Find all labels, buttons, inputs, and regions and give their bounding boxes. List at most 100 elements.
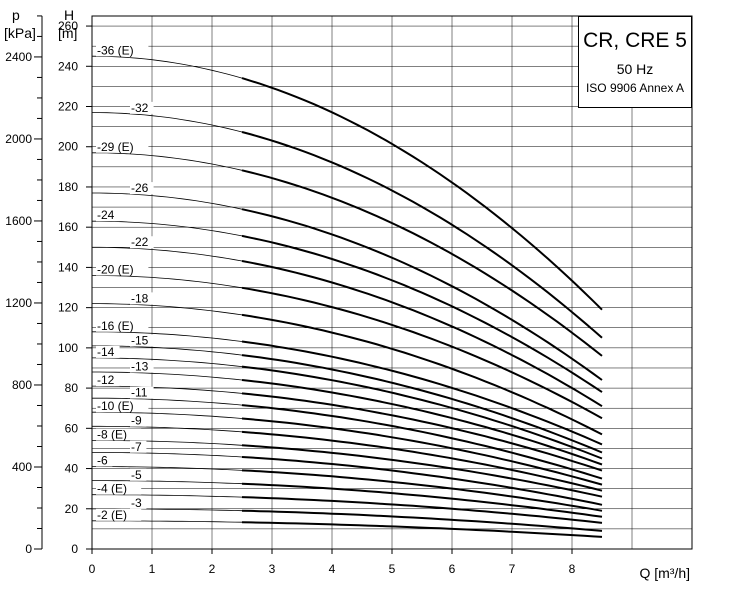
pressure-tick-label: 2000 xyxy=(5,132,32,146)
pump-curve-thin xyxy=(92,192,243,210)
flow-tick-label: 1 xyxy=(149,562,156,576)
curve-label: -15 xyxy=(131,333,149,347)
curve-label-background xyxy=(96,508,142,521)
head-tick-label: 140 xyxy=(58,260,78,274)
pump-curve-thick xyxy=(241,392,603,472)
curve-label: -24 xyxy=(97,208,115,222)
curve-label-background xyxy=(130,236,154,249)
pump-curve-thin xyxy=(92,331,243,342)
head-tick-label: 100 xyxy=(58,341,78,355)
pump-curve-thin xyxy=(92,385,243,394)
curve-label: -7 xyxy=(131,440,142,454)
pump-curve-thin xyxy=(92,439,243,446)
curve-label-background xyxy=(130,414,147,427)
curve-label-background xyxy=(130,440,147,453)
flow-tick-label: 3 xyxy=(269,562,276,576)
curve-label: -4 (E) xyxy=(97,482,127,496)
pump-curve-thin xyxy=(92,275,243,289)
pump-curve-thick xyxy=(241,509,603,532)
pressure-tick-label: 400 xyxy=(12,460,32,474)
flow-tick-label: 6 xyxy=(449,562,456,576)
curve-label-background xyxy=(96,482,142,495)
head-axis-ticks: 0 20 40 60 80 100 120 140 160 180 200 220 240 260 xyxy=(58,19,92,556)
frequency-label: 50 Hz xyxy=(616,61,654,77)
curve-label: -18 xyxy=(131,291,149,305)
pressure-axis-unit: [kPa] xyxy=(4,25,36,41)
head-tick-label: 40 xyxy=(65,462,79,476)
pump-curve-thick xyxy=(241,208,603,381)
curve-label-background xyxy=(130,360,154,373)
curve-label-background xyxy=(130,386,154,399)
pump-curve-thin xyxy=(92,466,243,471)
head-tick-label: 220 xyxy=(58,100,78,114)
head-tick-label: 60 xyxy=(65,421,79,435)
head-axis-title: H xyxy=(64,7,74,23)
standard-label: ISO 9906 Annex A xyxy=(585,81,685,95)
curve-label-background xyxy=(96,374,120,387)
curve-label: -3 xyxy=(131,496,142,510)
head-tick-label: 20 xyxy=(65,502,79,516)
head-tick-label: 260 xyxy=(58,19,78,33)
curve-label: -12 xyxy=(97,373,115,387)
curve-label-background xyxy=(130,182,154,195)
pump-curve-thin xyxy=(92,371,243,381)
curve-label: -13 xyxy=(131,360,149,374)
curve-label-background xyxy=(96,400,149,413)
curve-label-background xyxy=(96,428,142,441)
curve-label: -8 (E) xyxy=(97,427,127,441)
pump-curve-thick xyxy=(241,521,603,538)
pump-curve-thin xyxy=(92,520,243,523)
curve-label-background xyxy=(130,101,154,114)
curve-label-background xyxy=(130,468,147,481)
curve-label: -16 (E) xyxy=(97,319,134,333)
pump-curve-thick xyxy=(241,482,603,518)
curve-label-background xyxy=(130,496,147,509)
curve-label: -5 xyxy=(131,468,142,482)
curve-label: -22 xyxy=(131,235,149,249)
chart-info-box: CR, CRE 5 50 Hz ISO 9906 Annex A xyxy=(578,16,692,108)
flow-tick-label: 8 xyxy=(569,562,576,576)
flow-tick-label: 5 xyxy=(389,562,396,576)
pump-curve-thick xyxy=(241,313,603,436)
pressure-tick-label: 1200 xyxy=(5,296,32,310)
curve-label: -26 xyxy=(131,181,149,195)
pump-curve-thin xyxy=(92,452,243,458)
curve-label-background xyxy=(130,334,154,347)
curve-label-background xyxy=(96,345,120,358)
pump-curve-thick xyxy=(241,169,603,357)
pump-curve-thin xyxy=(92,246,243,262)
pump-curve-thick xyxy=(241,354,603,454)
head-tick-label: 240 xyxy=(58,59,78,73)
flow-tick-label: 2 xyxy=(209,562,216,576)
pump-curve-thin xyxy=(91,112,243,133)
curve-label-background xyxy=(96,44,149,57)
head-tick-label: 120 xyxy=(58,301,78,315)
head-tick-label: 0 xyxy=(71,542,78,556)
flow-tick-label: 0 xyxy=(89,562,96,576)
curve-label: -9 xyxy=(131,414,142,428)
pressure-axis-title: p xyxy=(12,7,20,23)
curve-label: -2 (E) xyxy=(97,508,127,522)
pump-curve-thin xyxy=(92,425,243,433)
curve-label-background xyxy=(96,263,149,276)
pump-curve-thick xyxy=(241,430,603,492)
flow-axis-title: Q [m³/h] xyxy=(639,565,690,581)
pressure-tick-label: 1600 xyxy=(5,214,32,228)
pump-curve-thick xyxy=(241,496,603,524)
pump-curve-thin xyxy=(92,480,243,485)
pump-curve-thick xyxy=(241,234,603,393)
pump-curve-thick xyxy=(241,444,603,498)
pump-curve-thin xyxy=(91,55,243,79)
pressure-tick-label: 2400 xyxy=(5,50,32,64)
pump-model-title: CR, CRE 5 xyxy=(583,29,687,52)
head-tick-label: 160 xyxy=(58,220,78,234)
curve-label: -11 xyxy=(131,386,148,400)
curve-label: -14 xyxy=(97,345,115,359)
pump-curve-thick xyxy=(241,77,603,311)
pump-curves xyxy=(91,55,603,538)
pump-curve-thin xyxy=(92,152,243,171)
pump-curve-thin xyxy=(92,508,243,512)
pump-curve-thin xyxy=(92,411,243,419)
head-tick-label: 80 xyxy=(65,381,79,395)
